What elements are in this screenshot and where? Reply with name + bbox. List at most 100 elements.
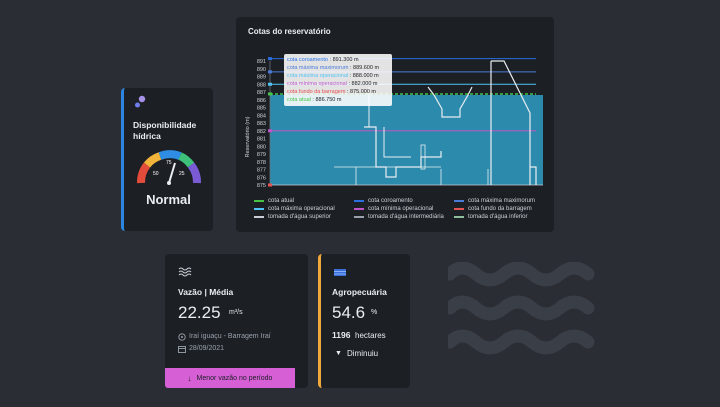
flow-unit: m³/s: [229, 309, 243, 316]
legend-label: cota fundo da barragem: [468, 206, 532, 212]
legend-swatch: [254, 216, 264, 218]
agro-hectares-value: 1196: [332, 330, 350, 340]
legend-item[interactable]: cota máxima maximorum: [454, 198, 535, 204]
legend-swatch: [254, 208, 264, 210]
tooltip-value: 875.000 m: [350, 89, 376, 95]
y-tick-label: 887: [257, 90, 266, 96]
level-marker: [268, 129, 272, 132]
legend-item[interactable]: cota máxima operacional: [254, 206, 335, 212]
y-tick-label: 884: [257, 113, 266, 119]
y-tick-label: 881: [257, 137, 266, 143]
legend-swatch: [254, 200, 264, 202]
legend-label: cota máxima maximorum: [468, 198, 535, 204]
gauge-label: 50: [153, 171, 159, 177]
chart-tooltip: cota coroamento : 891.300 m cota máxima m…: [284, 54, 392, 106]
legend-swatch: [454, 208, 464, 210]
legend-label: cota coroamento: [368, 198, 413, 204]
legend-swatch: [354, 200, 364, 202]
legend-swatch: [354, 216, 364, 218]
legend-label: tomada d'água superior: [268, 214, 331, 220]
tooltip-row: cota atual : 886.750 m: [287, 96, 379, 104]
farm-icon: [333, 267, 347, 277]
tooltip-label: cota mínima operacional: [287, 81, 347, 87]
legend-label: cota atual: [268, 198, 294, 204]
y-tick-label: 878: [257, 160, 266, 166]
water-drops-icon: [134, 95, 148, 109]
y-tick-label: 875: [257, 183, 266, 189]
legend-label: tomada d'água intermediária: [368, 214, 444, 220]
legend-swatch: [454, 200, 464, 202]
tooltip-value: 889.600 m: [353, 65, 379, 71]
tooltip-value: 891.300 m: [333, 57, 359, 63]
tooltip-label: cota fundo da barragem: [287, 89, 345, 95]
availability-status: Normal: [124, 192, 213, 207]
tooltip-row: cota fundo da barragem : 875.000 m: [287, 88, 379, 96]
gauge-needle: [169, 163, 175, 183]
agro-trend: Diminuiu: [347, 349, 378, 358]
level-marker: [268, 70, 272, 73]
tooltip-value: 886.750 m: [315, 97, 341, 103]
legend-label: cota mínima operacional: [368, 206, 433, 212]
flow-title: Vazão | Média: [178, 287, 233, 297]
agro-hectares-label: hectares: [355, 331, 386, 340]
tooltip-row: cota máxima operacional : 888.000 m: [287, 72, 379, 80]
legend-item[interactable]: tomada d'água inferior: [454, 214, 528, 220]
y-tick-label: 882: [257, 129, 266, 135]
arrow-down-icon: ↓: [188, 374, 192, 383]
tooltip-label: cota atual: [287, 97, 311, 103]
agro-value: 54.6: [332, 303, 365, 323]
legend-item[interactable]: tomada d'água superior: [254, 214, 331, 220]
y-tick-label: 879: [257, 152, 266, 158]
lowest-flow-button[interactable]: ↓ Menor vazão no período: [165, 368, 295, 388]
availability-card: Disponibilidade hídrica 50 75 25 Normal: [121, 88, 213, 231]
tooltip-row: cota máxima maximorum : 889.600 m: [287, 64, 379, 72]
calendar-icon: [178, 345, 186, 353]
gauge-label: 75: [166, 160, 172, 166]
background-waves-decoration: [448, 262, 608, 382]
legend-label: tomada d'água inferior: [468, 214, 528, 220]
agro-unit: %: [371, 309, 377, 316]
triangle-down-icon: ▼: [335, 350, 342, 357]
flow-date: 28/09/2021: [189, 345, 224, 352]
lowest-flow-button-label: Menor vazão no período: [197, 375, 273, 382]
y-tick-label: 885: [257, 106, 266, 112]
tooltip-row: cota coroamento : 891.300 m: [287, 56, 379, 64]
availability-gauge: 50 75 25: [136, 149, 202, 189]
tooltip-row: cota mínima operacional : 882.000 m: [287, 80, 379, 88]
tooltip-value: 888.000 m: [353, 73, 379, 79]
chart-legend: cota atual cota coroamento cota máxima max…: [254, 198, 554, 228]
waves-icon: [178, 267, 192, 277]
y-tick-label: 889: [257, 75, 266, 81]
tooltip-label: cota coroamento: [287, 57, 328, 63]
legend-swatch: [454, 216, 464, 218]
legend-item[interactable]: cota coroamento: [354, 198, 413, 204]
y-tick-label: 883: [257, 121, 266, 127]
gauge-label: 25: [179, 171, 185, 177]
tooltip-value: 882.000 m: [352, 81, 378, 87]
legend-label: cota máxima operacional: [268, 206, 335, 212]
tooltip-label: cota máxima operacional: [287, 73, 348, 79]
y-tick-label: 891: [257, 59, 266, 65]
tooltip-label: cota máxima maximorum: [287, 65, 348, 71]
legend-item[interactable]: cota fundo da barragem: [454, 206, 532, 212]
legend-item[interactable]: tomada d'água intermediária: [354, 214, 444, 220]
legend-item[interactable]: cota atual: [254, 198, 294, 204]
flow-card: Vazão | Média 22.25 m³/s Iraí iguaçu - B…: [165, 254, 308, 388]
level-marker: [268, 83, 272, 86]
level-marker: [268, 57, 272, 60]
agro-card: Agropecuária 54.6 % 1196 hectares ▼ Dimi…: [318, 254, 410, 388]
agro-title: Agropecuária: [332, 287, 387, 297]
flow-value: 22.25: [178, 303, 221, 323]
level-marker: [268, 92, 272, 95]
legend-item[interactable]: cota mínima operacional: [354, 206, 433, 212]
y-tick-label: 886: [257, 98, 266, 104]
availability-title: Disponibilidade hídrica: [133, 120, 213, 142]
reservoir-card: Cotas do reservatório Reservatório (m) 8…: [236, 17, 554, 232]
legend-swatch: [354, 208, 364, 210]
y-tick-label: 890: [257, 67, 266, 73]
y-tick-label: 880: [257, 144, 266, 150]
y-tick-label: 877: [257, 168, 266, 174]
y-tick-label: 876: [257, 175, 266, 181]
y-axis-label: Reservatório (m): [245, 116, 251, 157]
water-area: [270, 95, 543, 185]
